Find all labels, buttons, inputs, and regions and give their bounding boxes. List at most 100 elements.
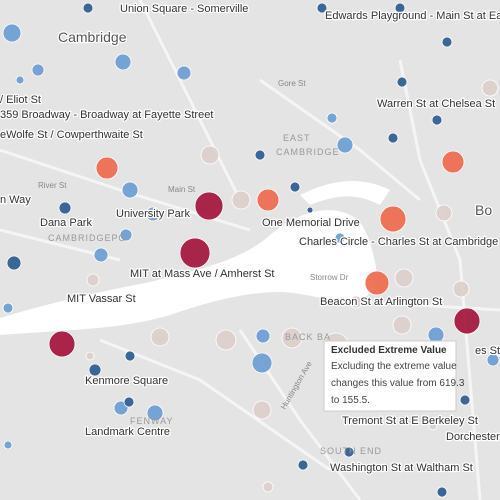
station-bubble <box>145 206 161 222</box>
map-label: eWolfe St / Cowperthwaite St <box>0 129 143 141</box>
station-bubble <box>392 315 412 335</box>
station-bubble <box>86 273 100 287</box>
station-bubble <box>251 352 273 374</box>
station-bubble <box>281 327 303 349</box>
station-bubble <box>254 149 266 161</box>
tooltip-line: Excluding the extreme value <box>331 361 457 372</box>
station-bubble <box>58 201 72 215</box>
station-bubble <box>343 446 355 458</box>
station-bubble <box>123 396 135 408</box>
map-label: Beacon St at Arlington St <box>320 296 442 308</box>
labels: Union Square - Somerville Edwards Playgro… <box>0 2 500 476</box>
station-bubble <box>150 327 170 347</box>
map-label: 359 Broadway - Broadway at Fayette Stree… <box>0 109 213 121</box>
map-label: Dana Park <box>40 217 92 229</box>
station-bubble <box>119 228 133 242</box>
station-bubble <box>179 237 211 269</box>
station-bubble <box>394 2 406 14</box>
station-bubble <box>364 270 390 296</box>
station-bubble <box>297 459 309 471</box>
tooltip-box <box>323 340 457 412</box>
river-channel <box>300 180 390 205</box>
map-label: BACK BA <box>285 332 331 342</box>
map-label: Union Square - Somerville <box>120 3 248 15</box>
station-bubble <box>431 114 443 126</box>
station-bubble <box>114 53 132 71</box>
map-label: MIT Vassar St <box>67 293 136 305</box>
map-label: Edwards Playground - Main St at Eastern … <box>325 10 500 22</box>
station-bubble <box>6 255 22 271</box>
station-bubble <box>349 295 363 309</box>
map-label: University Park <box>116 208 190 220</box>
river <box>0 210 377 335</box>
station-bubble <box>176 65 192 81</box>
station-bubble <box>3 440 13 450</box>
station-bubble <box>262 481 274 493</box>
station-bubble <box>82 2 94 14</box>
station-bubble <box>379 205 407 233</box>
station-bubble <box>435 204 453 222</box>
tooltip: Excluded Extreme Value Excluding the ext… <box>323 340 465 412</box>
station-bubble <box>15 75 25 85</box>
station-bubble <box>256 188 280 212</box>
station-bubble <box>194 191 224 221</box>
station-bubble <box>85 351 95 361</box>
station-bubble <box>95 156 119 180</box>
station-bubble <box>124 350 136 362</box>
station-bubble <box>396 76 408 88</box>
map-label: Landmark Centre <box>85 426 170 438</box>
map-label: n Way <box>0 194 31 206</box>
map-label: Tremont St at E Berkeley St <box>342 415 478 427</box>
station-bubble <box>215 329 237 351</box>
station-bubble <box>334 232 346 244</box>
station-bubble <box>48 330 76 358</box>
station-bubble <box>289 181 301 193</box>
station-bubble <box>146 404 164 422</box>
station-bubble <box>436 486 448 498</box>
station-bubble <box>394 268 414 288</box>
map-label: Dorchester A <box>446 431 500 443</box>
map-label: Storrow Dr <box>310 273 349 282</box>
station-bubble <box>2 23 22 43</box>
station-bubble <box>459 394 471 406</box>
station-bubble <box>387 132 399 144</box>
station-bubble <box>200 145 220 165</box>
map-label: / Eliot St <box>0 94 41 106</box>
station-bubble <box>306 206 314 214</box>
station-bubble <box>255 328 271 344</box>
station-bubble <box>231 190 251 210</box>
tooltip-line: to 155.5. <box>331 395 370 406</box>
map-label: FENWAY <box>130 416 174 426</box>
map-label: MIT at Mass Ave / Amherst St <box>130 268 274 280</box>
tooltip-title: Excluded Extreme Value <box>331 345 447 356</box>
map-label: EAST <box>283 133 311 143</box>
station-bubble <box>252 400 272 420</box>
station-bubble <box>486 353 500 367</box>
station-bubble <box>428 421 438 431</box>
station-bubble <box>441 150 465 174</box>
map-label: Gore St <box>278 79 306 88</box>
station-bubble <box>453 307 481 335</box>
map-label: Kenmore Square <box>85 375 168 387</box>
map-label: One Memorial Drive <box>262 217 360 229</box>
map-label: CAMBRIDGEPO <box>48 233 127 243</box>
map-label: Bo <box>475 202 492 218</box>
map-label: Warren St at Chelsea St <box>377 98 495 110</box>
map-label: Main St <box>168 185 196 194</box>
map-label: Washington St at Waltham St <box>330 462 473 474</box>
map-label: Charles Circle - Charles St at Cambridge… <box>299 236 500 248</box>
station-bubble <box>31 63 45 77</box>
map-label: River St <box>38 181 67 190</box>
map-label: CAMBRIDGE <box>276 147 340 157</box>
station-bubble <box>93 247 109 263</box>
map-label: SOUTH END <box>320 446 382 456</box>
station-bubble <box>326 112 338 124</box>
map-label: es St <box>475 345 500 357</box>
station-bubble <box>88 363 102 377</box>
station-bubble <box>481 79 499 97</box>
station-bubble <box>452 280 470 298</box>
station-bubble <box>121 181 139 199</box>
tooltip-line: changes this value from 619.3 <box>331 378 465 389</box>
station-bubble <box>316 2 328 14</box>
